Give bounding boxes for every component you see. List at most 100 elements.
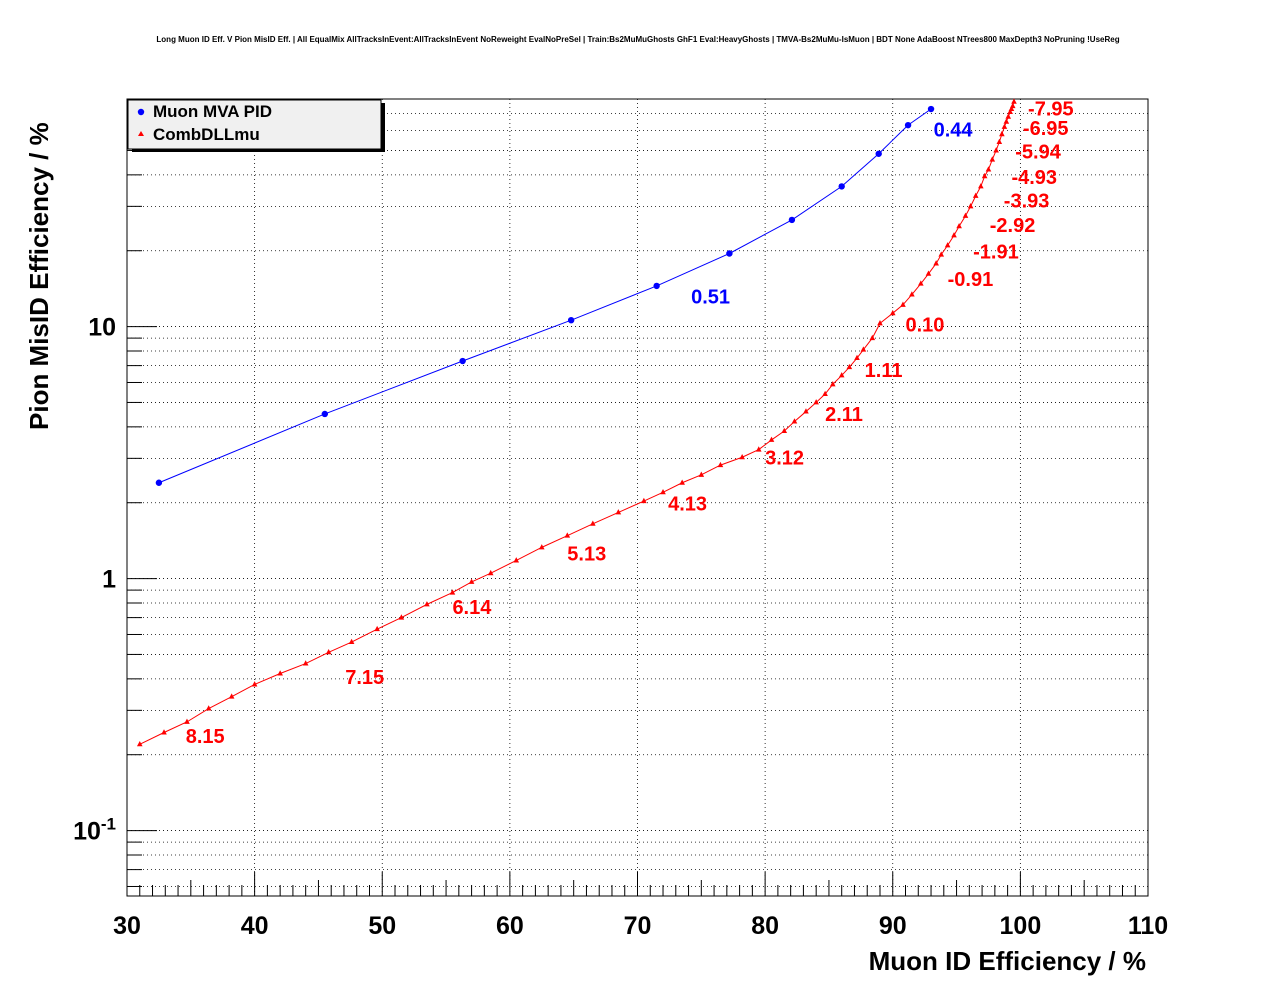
data-point-combdllmu xyxy=(755,446,762,452)
series-combdllmu xyxy=(136,98,1017,747)
x-axis-label: Muon ID Efficiency / % xyxy=(869,946,1146,976)
data-point-combdllmu xyxy=(374,625,380,632)
data-point-combdllmu xyxy=(781,427,788,434)
legend-marker-muon-mva xyxy=(137,108,145,116)
point-label: 0.51 xyxy=(691,286,730,308)
x-tick-label: 30 xyxy=(113,912,141,940)
data-point-combdllmu xyxy=(641,497,647,504)
point-label: -1.91 xyxy=(973,242,1019,264)
legend-label-muon-mva: Muon MVA PID xyxy=(153,102,272,121)
data-point-combdllmu xyxy=(717,461,724,468)
data-point-combdllmu xyxy=(900,301,906,307)
data-point-combdllmu xyxy=(944,242,951,248)
x-tick-label: 70 xyxy=(624,912,652,940)
legend-box xyxy=(127,99,382,150)
data-point-combdllmu xyxy=(449,589,456,595)
y-tick-label: 10-1 xyxy=(73,815,116,846)
point-label: 2.11 xyxy=(825,404,863,426)
data-point-combdllmu xyxy=(184,718,190,724)
data-point-combdllmu xyxy=(846,363,853,370)
data-point-combdllmu xyxy=(933,260,939,266)
data-point-combdllmu xyxy=(999,130,1005,137)
point-label: 0.44 xyxy=(934,120,974,142)
data-point-combdllmu xyxy=(161,729,167,735)
data-point-combdllmu xyxy=(993,147,999,153)
data-point-combdllmu xyxy=(989,156,996,162)
point-label: -4.93 xyxy=(1011,167,1057,189)
data-point-muon-mva-pid xyxy=(927,105,935,113)
data-point-combdllmu xyxy=(1007,108,1013,115)
data-point-combdllmu xyxy=(739,453,745,460)
x-tick-label: 40 xyxy=(241,912,269,940)
data-point-combdllmu xyxy=(838,372,845,378)
point-label: 1.11 xyxy=(865,360,903,382)
data-point-muon-mva-pid xyxy=(838,183,845,190)
point-label: 7.15 xyxy=(345,667,384,689)
series-line-combdllmu xyxy=(139,101,1015,745)
legend-label-combdllmu: CombDLLmu xyxy=(153,125,260,144)
point-label: 3.12 xyxy=(765,448,804,470)
data-point-combdllmu xyxy=(967,203,974,209)
series-muon-mva-pid xyxy=(155,105,935,486)
data-point-combdllmu xyxy=(791,418,798,424)
data-point-combdllmu xyxy=(1001,123,1008,129)
data-point-combdllmu xyxy=(854,354,860,361)
y-tick-label: 10 xyxy=(88,314,116,342)
data-point-combdllmu xyxy=(590,520,596,526)
data-point-combdllmu xyxy=(803,408,809,414)
data-point-combdllmu xyxy=(424,601,430,607)
point-label: -3.93 xyxy=(1004,190,1050,212)
data-point-combdllmu xyxy=(205,705,212,711)
legend: Muon MVA PID CombDLLmu xyxy=(127,99,385,152)
data-point-combdllmu xyxy=(829,381,836,387)
chart-title: Long Muon ID Eff. V Pion MisID Eff. | Al… xyxy=(156,35,1119,44)
data-point-combdllmu xyxy=(956,222,962,229)
data-point-combdllmu xyxy=(985,166,992,172)
data-point-combdllmu xyxy=(468,578,475,584)
data-point-combdllmu xyxy=(951,232,957,238)
point-label: -6.95 xyxy=(1023,118,1069,140)
data-point-muon-mva-pid xyxy=(653,282,660,290)
data-point-muon-mva-pid xyxy=(904,121,912,129)
point-label: -5.94 xyxy=(1015,141,1061,163)
data-point-combdllmu xyxy=(981,172,988,179)
point-annotations: 0.44 0.51 -7.95-6.95-5.94 -4.93-3.93 -2.92 -1… xyxy=(186,99,1074,748)
data-point-combdllmu xyxy=(698,471,705,477)
x-tick-label: 90 xyxy=(879,912,907,940)
data-point-muon-mva-pid xyxy=(321,410,329,418)
data-point-combdllmu xyxy=(325,648,332,655)
data-point-combdllmu xyxy=(615,509,622,515)
y-axis-label: Pion MisID Efficiency / % xyxy=(24,122,54,430)
series-group xyxy=(136,98,1017,747)
data-point-combdllmu xyxy=(1011,98,1017,104)
data-point-combdllmu xyxy=(909,291,915,297)
data-point-combdllmu xyxy=(813,399,819,405)
point-label: 4.13 xyxy=(668,494,707,516)
data-point-muon-mva-pid xyxy=(726,250,733,257)
data-point-combdllmu xyxy=(972,192,979,198)
x-tick-label: 50 xyxy=(368,912,396,940)
y-tick-label: 1 xyxy=(102,566,116,594)
data-point-combdllmu xyxy=(398,614,405,620)
data-point-combdllmu xyxy=(679,479,685,485)
data-point-combdllmu xyxy=(660,488,666,495)
data-point-combdllmu xyxy=(996,138,1003,145)
data-point-muon-mva-pid xyxy=(459,357,466,365)
data-point-combdllmu xyxy=(136,740,143,747)
data-point-combdllmu xyxy=(1005,113,1012,119)
data-point-combdllmu xyxy=(918,280,924,286)
data-point-combdllmu xyxy=(564,532,571,538)
data-point-combdllmu xyxy=(978,183,984,189)
data-point-muon-mva-pid xyxy=(567,316,575,324)
grid xyxy=(127,98,1148,896)
data-point-combdllmu xyxy=(348,638,355,645)
point-label: 8.15 xyxy=(186,726,225,748)
data-point-muon-mva-pid xyxy=(875,150,882,157)
data-point-combdllmu xyxy=(889,309,896,316)
point-label: 0.10 xyxy=(906,314,945,336)
data-point-combdllmu xyxy=(228,693,235,699)
x-tick-label: 100 xyxy=(1000,912,1042,940)
data-point-combdllmu xyxy=(1008,105,1015,112)
